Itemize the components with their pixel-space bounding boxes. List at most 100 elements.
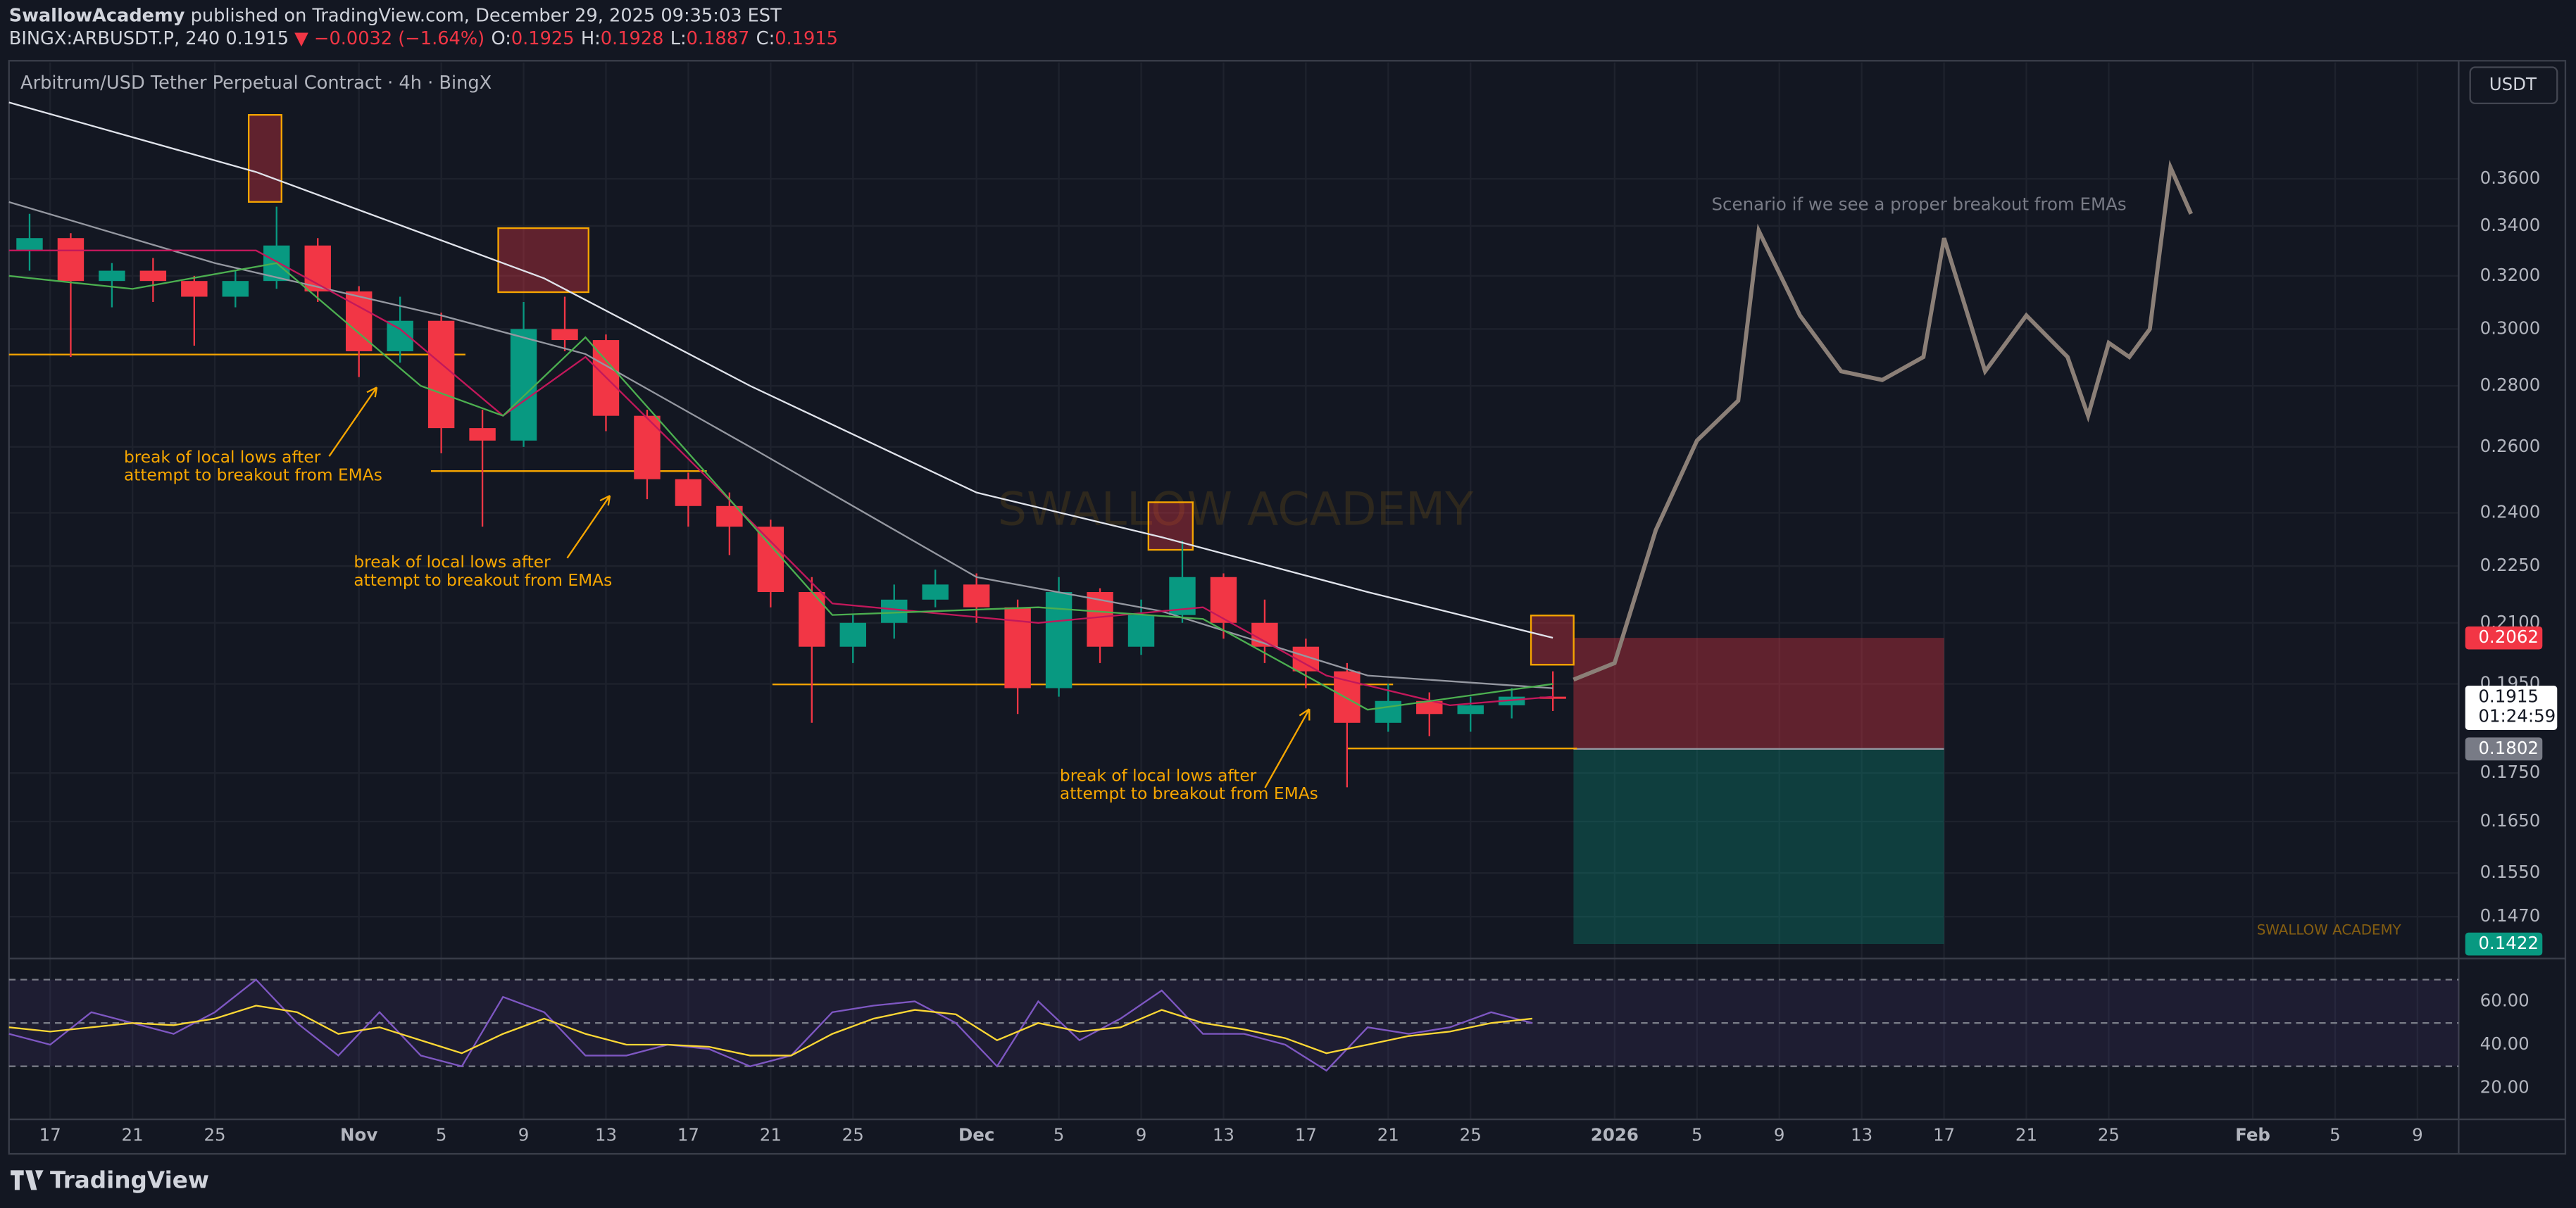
y-tick-label: 0.2400 [2480, 501, 2541, 522]
entry-price-box [2465, 737, 2543, 761]
y-tick-label: 0.1550 [2480, 862, 2541, 882]
candle-body [1127, 615, 1155, 647]
scenario-note: Scenario if we see a proper breakout fro… [1712, 194, 2127, 214]
last-price-box [2465, 686, 2558, 730]
drawings [8, 114, 1577, 788]
x-tick-label: 21 [2015, 1124, 2037, 1145]
watermark: SWALLOW ACADEMY [998, 482, 1474, 536]
x-tick-label: 17 [677, 1124, 699, 1145]
y-tick-label: 0.3600 [2480, 168, 2541, 188]
x-tick-label: 17 [1933, 1124, 1955, 1145]
ohlc-value: 0.1887 [687, 28, 750, 49]
published: published on TradingView.com, December 2… [191, 5, 782, 26]
rsi-line [8, 979, 1533, 1072]
x-tick-label: 25 [842, 1124, 864, 1145]
y-tick-label: 0.1650 [2480, 810, 2541, 831]
projection-line [1573, 160, 2194, 682]
candle-body [16, 238, 43, 251]
candle-body [1457, 705, 1484, 715]
x-tick-label: 5 [436, 1124, 447, 1145]
arrow [1264, 708, 1311, 788]
arrow [566, 495, 611, 559]
zone-box [247, 114, 282, 203]
candle-body [139, 270, 167, 282]
pane-border [8, 60, 2567, 1155]
y-tick-label: 0.3400 [2480, 215, 2541, 235]
publish-line: SwallowAcademy published on TradingView.… [9, 5, 782, 26]
symbol-line: BINGX:ARBUSDT.P, 240 0.1915 ▼ −0.0032 (−… [9, 28, 838, 49]
candle-body [922, 584, 949, 600]
x-tick-label: 17 [1295, 1124, 1317, 1145]
symbol: BINGX:ARBUSDT.P, 240 [9, 28, 220, 49]
x-tick-label: Nov [340, 1124, 377, 1145]
chart-title: Arbitrum/USD Tether Perpetual Contract ·… [20, 73, 492, 94]
annotation: break of local lows after [1060, 766, 1257, 785]
candle-body [99, 270, 125, 282]
ohlc-label: H: [581, 28, 601, 49]
ohlc-label: O: [492, 28, 511, 49]
logo: TradingView [11, 1167, 209, 1194]
entry-price: 0.1802 [2478, 738, 2539, 758]
x-tick-label: 13 [1213, 1124, 1234, 1145]
x-tick-label: 5 [2330, 1124, 2341, 1145]
candle-body [551, 329, 578, 341]
annotation: break of local lows after [354, 553, 551, 572]
annotation: break of local lows after [124, 448, 321, 467]
stop-price: 0.2062 [2478, 627, 2539, 647]
y-tick-label: 0.2600 [2480, 436, 2541, 456]
rsi-line [8, 1005, 1533, 1057]
candle-body [222, 281, 249, 297]
candle-body [799, 592, 825, 647]
currency-button[interactable] [2469, 66, 2558, 105]
candle-body [839, 622, 866, 647]
arrow [328, 386, 378, 457]
y-tick-label: 0.2250 [2480, 555, 2541, 575]
y-tick-label: 40.00 [2480, 1033, 2530, 1054]
x-tick-label: 25 [1460, 1124, 1482, 1145]
position-tool [1573, 638, 1944, 945]
x-tick-label: 21 [760, 1124, 782, 1145]
zone-box [1530, 615, 1575, 666]
ema-line [8, 101, 1553, 639]
x-tick-label: 25 [204, 1124, 225, 1145]
risk-zone [1573, 638, 1944, 749]
y-tick-label: 0.1750 [2480, 762, 2541, 782]
y-tick-label: 60.00 [2480, 990, 2530, 1010]
x-tick-label: 2026 [1591, 1124, 1639, 1145]
x-tick-label: 9 [518, 1124, 530, 1145]
brand: TradingView [50, 1167, 209, 1194]
ohlc-value: 0.1928 [601, 28, 664, 49]
candle-body [1416, 700, 1443, 715]
candle-body [963, 584, 990, 608]
author: SwallowAcademy [9, 5, 185, 26]
y-tick-label: 0.3000 [2480, 317, 2541, 338]
candle-body [881, 599, 908, 623]
candle-body [427, 320, 455, 429]
y-tick-label: 0.3200 [2480, 265, 2541, 285]
y-tick-label: 0.2800 [2480, 375, 2541, 395]
x-tick-label: 21 [1377, 1124, 1399, 1145]
countdown: 01:24:59 [2478, 705, 2556, 726]
x-tick-label: 21 [122, 1124, 144, 1145]
x-tick-label: 5 [1692, 1124, 1703, 1145]
candle-body [57, 238, 85, 282]
zone-box [497, 227, 589, 294]
reward-zone [1573, 748, 1944, 945]
last: 0.1915 [225, 28, 289, 49]
candle-body [1375, 700, 1402, 723]
x-tick-label: 13 [595, 1124, 617, 1145]
ohlc-value: 0.1925 [511, 28, 575, 49]
candle-body [1210, 577, 1237, 623]
x-tick-label: 9 [1774, 1124, 1785, 1145]
x-tick-label: 25 [2098, 1124, 2120, 1145]
candle-body [634, 415, 661, 479]
currency-label[interactable]: USDT [2489, 74, 2537, 94]
candle-body [1539, 696, 1566, 699]
annotation: attempt to breakout from EMAs [1060, 784, 1318, 803]
x-tick-label: Dec [958, 1124, 994, 1145]
change: ▼ −0.0032 (−1.64%) [294, 28, 484, 49]
y-tick-label: 20.00 [2480, 1076, 2530, 1097]
x-tick-label: 17 [39, 1124, 61, 1145]
